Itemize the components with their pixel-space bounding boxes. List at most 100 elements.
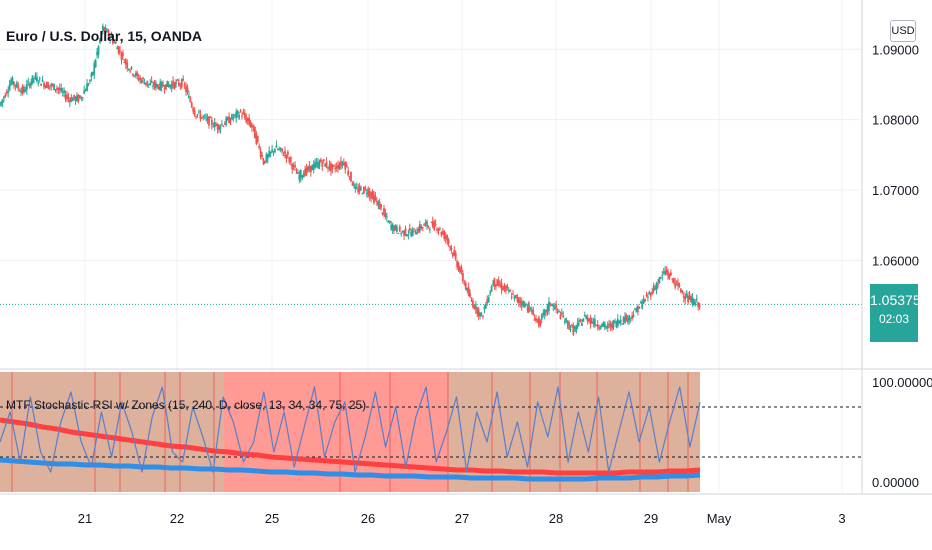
candle-body [60,87,63,91]
currency-button[interactable]: USD [890,20,916,42]
candle-body [629,317,632,319]
candle-body [390,225,393,229]
candle-body [221,123,223,125]
candle-body [553,307,556,310]
candle-body [34,75,37,78]
candle-body [648,291,651,294]
candle-body [421,227,424,229]
candle-body [599,327,602,329]
candle-body [371,191,374,197]
candle-body [183,84,186,86]
candle-body [103,27,106,31]
candle-body [130,66,133,69]
candle-body [298,174,301,181]
candle-body [269,151,272,154]
stoch-y-tick: 100.00000 [872,375,932,390]
candle-body [635,308,638,313]
candle-body [14,84,17,87]
candle-body [424,222,427,224]
candle-body [152,85,154,87]
candle-body [634,308,636,310]
candle-body [15,82,18,88]
symbol-title[interactable]: Euro / U.S. Dollar, 15, OANDA [6,28,203,44]
candle-body [216,123,219,130]
candle-body [441,230,444,235]
candle-body [321,162,324,167]
candle-body [144,82,147,85]
candle-body [101,26,104,32]
candle-body [84,90,87,92]
candle-body [274,149,276,152]
candle-body [322,159,325,162]
candle-body [638,307,641,309]
candle-body [414,233,417,235]
candle-body [583,314,586,316]
candle-body [268,150,271,157]
candle-body [186,87,189,93]
candle-body [394,225,397,230]
candle-body [86,83,88,92]
candle-body [497,280,500,286]
candle-body [120,55,123,60]
candle-body [609,324,612,328]
candle-body [73,94,76,99]
candle-body [243,113,246,118]
candle-body [18,90,21,92]
candle-body [198,111,200,113]
candle-body [143,82,146,85]
candle-body [659,277,662,279]
candle-body [367,188,370,196]
candle-body [345,164,348,168]
candle-body [271,149,274,152]
candle-body [27,81,30,83]
candle-body [393,226,395,231]
candle-body [5,91,8,94]
candle-body [647,296,649,298]
candle-body [93,63,96,75]
candle-body [157,86,160,90]
candle-body [420,225,423,229]
candle-body [47,83,50,89]
candle-body [109,38,111,40]
candle-body [193,110,196,116]
candle-body [328,164,331,169]
candle-body [423,224,426,226]
candle-body [299,170,302,178]
candle-body [7,90,10,93]
candle-body [559,314,562,319]
candle-body [68,99,71,103]
candle-body [272,151,275,153]
candle-body [156,84,159,87]
candle-body [668,275,671,279]
candle-body [38,77,41,79]
candle-body [573,327,576,329]
candle-body [536,318,539,322]
candle-body [474,304,477,309]
candle-body [626,318,629,323]
y-tick-label: 1.08000 [872,113,919,128]
candle-body [678,285,681,287]
candle-body [675,280,678,282]
candle-body [391,224,394,231]
last-price-tag: 1.05375 02:03 [870,284,921,342]
candle-body [523,304,526,308]
candle-body [569,329,572,331]
candle-body [279,147,282,150]
candle-body [552,304,555,307]
candle-body [80,98,83,100]
candle-body [215,125,218,127]
candle-body [530,310,533,312]
candle-body [189,98,192,103]
candle-body [460,267,463,272]
candle-body [388,220,391,223]
candle-body [78,95,81,98]
candle-body [251,125,253,128]
candle-body [44,85,47,88]
candle-body [595,325,598,327]
candle-body [688,295,691,300]
candle-body [276,149,279,151]
candle-body [226,117,229,121]
x-tick-label: 21 [78,511,92,526]
indicator-label[interactable]: MTF Stochastic RSI w/ Zones (15, 240, D,… [6,398,367,412]
